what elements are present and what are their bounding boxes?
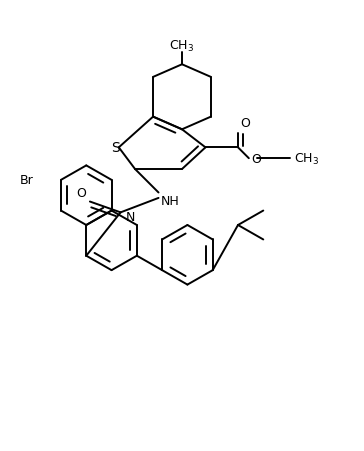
Text: S: S — [111, 141, 119, 155]
Text: CH$_3$: CH$_3$ — [169, 39, 195, 54]
Text: NH: NH — [160, 195, 179, 208]
Text: CH$_3$: CH$_3$ — [294, 151, 319, 166]
Text: O: O — [76, 186, 86, 199]
Text: O: O — [252, 152, 262, 166]
Text: O: O — [240, 117, 250, 130]
Text: Br: Br — [20, 174, 34, 187]
Text: N: N — [126, 211, 135, 224]
